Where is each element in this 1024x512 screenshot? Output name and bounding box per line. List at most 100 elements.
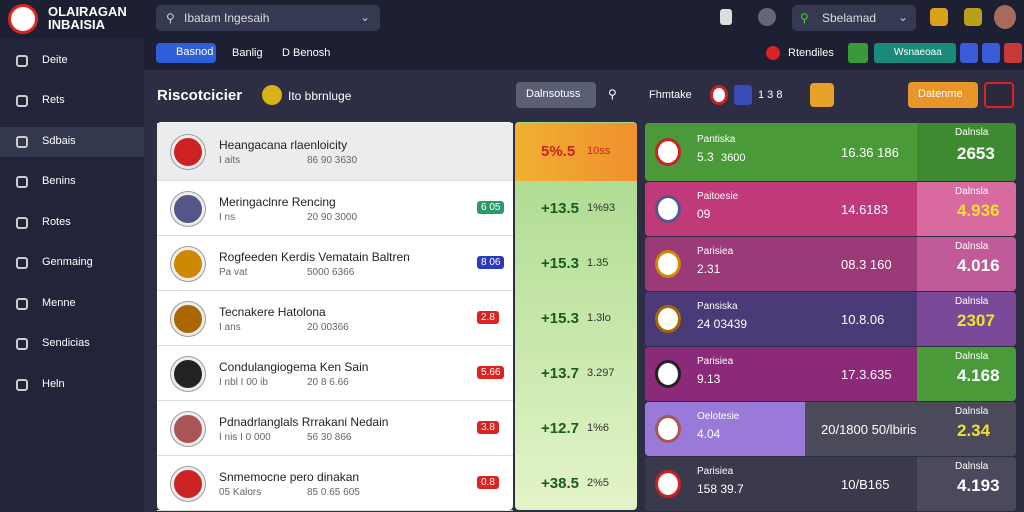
stat-card[interactable]: Paitoesie 09 14.6183 Dalnsla 4.936 <box>645 182 1016 236</box>
list-row[interactable]: Heangacana rlaenloicity I aits 86 90 3630 <box>157 123 513 181</box>
list-row[interactable]: Rogfeeden Kerdis Vematain Baltren Pa vat 5… <box>157 237 513 291</box>
tab-label[interactable]: D Benosh <box>282 47 331 59</box>
nav-label: Menne <box>42 296 76 309</box>
action-button[interactable]: Datenme <box>908 82 978 108</box>
row-meta: I nbl I 00 ib <box>219 377 268 388</box>
icon[interactable] <box>810 83 834 107</box>
icon[interactable] <box>1004 43 1022 63</box>
avatar[interactable] <box>994 5 1016 29</box>
team-crest <box>171 135 205 169</box>
card-a: 24 03439 <box>697 317 748 331</box>
card-label: Paitoesie <box>697 191 739 202</box>
card-crest <box>655 195 681 223</box>
value-cell[interactable]: +15.3 1.35 <box>515 237 637 291</box>
account-select[interactable]: ⚲ Sbelamad ⌄ <box>792 5 916 31</box>
nav-item[interactable]: Rets <box>0 86 144 116</box>
list-row[interactable]: Snmemocne pero dinakan 05 Kalors 85 0.65 6… <box>157 457 513 511</box>
stat-card[interactable]: Parisiea 2.31 08.3 160 Dalnsla 4.016 <box>645 237 1016 291</box>
row-info: 5000 6366 <box>307 267 355 278</box>
value-cell[interactable]: +13.7 3.297 <box>515 347 637 401</box>
row-info: 86 90 3630 <box>307 155 358 166</box>
icon <box>710 85 728 105</box>
alert-icon <box>766 46 780 60</box>
value-panel <box>515 122 637 510</box>
card-mid: 10/B165 <box>841 477 890 492</box>
tab[interactable]: Basnod <box>156 43 216 63</box>
row-name: Condulangiogema Ken Sain <box>219 360 369 374</box>
card-crest <box>655 415 681 443</box>
card-a: 2.31 <box>697 262 721 276</box>
value: +12.7 <box>541 420 579 437</box>
row-badge: 8 06 <box>477 256 505 269</box>
card-right <box>917 123 1016 181</box>
nav-icon <box>16 135 28 148</box>
row-name: Snmemocne pero dinakan <box>219 470 360 484</box>
card-label: Parisiea <box>697 356 734 367</box>
stat-card[interactable]: Parisiea 9.13 17.3.635 Dalnsla 4.168 <box>645 347 1016 401</box>
stat-card[interactable]: Parisiea 158 39.7 10/B165 Dalnsla 4.193 <box>645 457 1016 511</box>
card-mid: 10.8.06 <box>841 312 885 327</box>
nav-item[interactable]: Sendicias <box>0 329 144 359</box>
row-meta: I ns <box>219 212 236 223</box>
action-label: Datenme <box>918 88 963 100</box>
value-cell[interactable]: +38.5 2%5 <box>515 457 637 511</box>
stat-card[interactable]: Oelotesie 4.04 20/1800 50/lbiris Dalnsla 2.3… <box>645 402 1016 456</box>
close-button[interactable] <box>984 82 1014 108</box>
badge-icon[interactable] <box>930 8 948 26</box>
nav-label: Sdbais <box>42 134 76 147</box>
value-cell[interactable]: +12.7 1%6 <box>515 402 637 456</box>
value-cell[interactable]: 5%.5 10ss <box>515 123 637 181</box>
value: +13.7 <box>541 365 579 382</box>
row-badge: 2.8 <box>477 311 499 324</box>
team-crest <box>171 192 205 226</box>
row-name: Heangacana rlaenloicity <box>219 138 348 152</box>
subtitle: Ito bbrnluge <box>288 89 352 103</box>
value-cell[interactable]: +15.3 1.3lo <box>515 292 637 346</box>
row-info: 20 00366 <box>307 322 349 333</box>
value: +15.3 <box>541 255 579 272</box>
filter-button[interactable]: Dalnsotuss <box>516 82 596 108</box>
notice[interactable]: Rtendiles <box>788 47 834 59</box>
row-badge: 6 05 <box>477 201 505 214</box>
nav-item[interactable]: Rotes <box>0 208 144 238</box>
nav-item[interactable]: Genmaing <box>0 248 144 278</box>
badge[interactable]: Wsnaeoaa <box>874 43 956 63</box>
icon[interactable] <box>848 43 868 63</box>
icon[interactable] <box>960 43 978 63</box>
list-row[interactable]: Condulangiogema Ken Sain I nbl I 00 ib 20 … <box>157 347 513 401</box>
team-crest <box>171 357 205 391</box>
notification-icon[interactable] <box>758 8 776 26</box>
nav-label: Sendicias <box>42 337 90 349</box>
odds: 3.297 <box>587 367 615 379</box>
card-side: Dalnsla <box>955 127 989 138</box>
list-row[interactable]: Tecnakere Hatolona I ans 20 00366 2.8 <box>157 292 513 346</box>
list-row[interactable]: Pdnadrlanglals Rrrakani Nedain I nis I 0 … <box>157 402 513 456</box>
list-row[interactable]: Meringaclnre Rencing I ns 20 90 3000 6 05 <box>157 182 513 236</box>
card-label: Pansiska <box>697 301 738 312</box>
tab-label[interactable]: Banlig <box>232 47 263 59</box>
stat-card[interactable]: Pansiska 24 03439 10.8.06 Dalnsla 2307 <box>645 292 1016 346</box>
nav-item[interactable]: Deite <box>0 46 144 76</box>
nav-item[interactable]: Benins <box>0 167 144 197</box>
stat-card[interactable]: Pantiska 5.3 3600 16.36 186 Dalnsla 2653 <box>645 123 1016 181</box>
icon[interactable] <box>720 9 732 25</box>
row-badge: 5.66 <box>477 366 505 379</box>
nav-label: Rets <box>42 94 65 106</box>
card-side: Dalnsla <box>955 406 989 417</box>
card-side: Dalnsla <box>955 461 989 472</box>
nav-item[interactable]: Heln <box>0 370 144 400</box>
badge-icon[interactable] <box>964 8 982 26</box>
nav-label: Genmaing <box>42 256 93 268</box>
nav-item[interactable]: Menne <box>0 289 144 319</box>
row-info: 20 8 6.66 <box>307 377 349 388</box>
nav-item[interactable]: Sdbais <box>0 126 144 157</box>
card-right <box>917 292 1016 346</box>
search-box[interactable]: ⚲ Ibatam Ingesaih ⌄ <box>156 5 380 31</box>
nav-label: Benins <box>42 175 76 187</box>
search-icon[interactable]: ⚲ <box>608 87 617 101</box>
value-cell[interactable]: +13.5 1%93 <box>515 182 637 236</box>
account-text: Sbelamad <box>822 11 877 25</box>
card-side: Dalnsla <box>955 186 989 197</box>
icon[interactable] <box>982 43 1000 63</box>
odds: 1%93 <box>587 202 616 214</box>
